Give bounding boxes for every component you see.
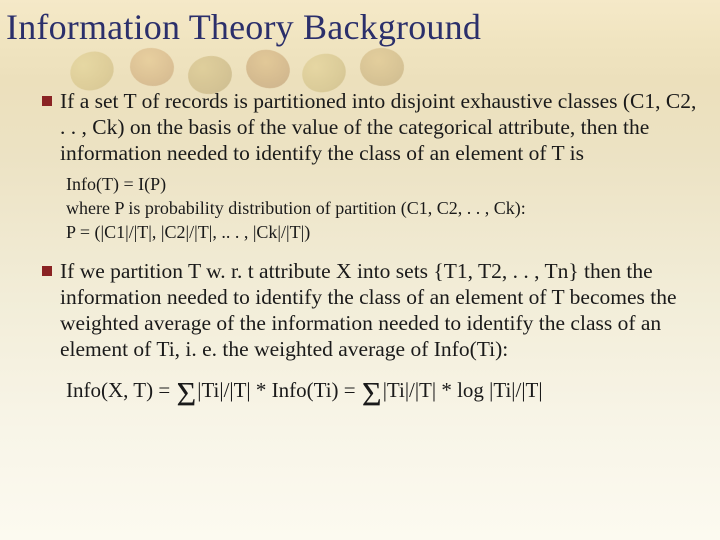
bullet-square-icon: [42, 96, 52, 106]
bullet-text: If a set T of records is partitioned int…: [60, 88, 698, 167]
formula-mid1: |Ti|/|T| * Info(Ti) =: [197, 378, 361, 402]
slide-title: Information Theory Background: [6, 6, 481, 48]
leaf-deco-icon: [358, 45, 407, 89]
formula-lhs: Info(X, T) =: [66, 378, 175, 402]
sigma-icon: Σ: [175, 385, 197, 405]
sub-line: where P is probability distribution of p…: [66, 197, 698, 220]
sub-line: P = (|C1|/|T|, |C2|/|T|, .. . , |Ck|/|T|…: [66, 221, 698, 244]
sigma-icon: Σ: [361, 385, 383, 405]
leaf-deco-icon: [127, 44, 178, 90]
leaf-deco-icon: [241, 44, 295, 95]
bullet-square-icon: [42, 266, 52, 276]
bullet-item: If we partition T w. r. t attribute X in…: [42, 258, 698, 363]
bullet-item: If a set T of records is partitioned int…: [42, 88, 698, 244]
slide-body: If a set T of records is partitioned int…: [42, 88, 698, 403]
formula-mid2: |Ti|/|T| * log |Ti|/|T|: [383, 378, 543, 402]
bullet-text: If we partition T w. r. t attribute X in…: [60, 258, 698, 363]
bullet-sub: Info(T) = I(P) where P is probability di…: [66, 173, 698, 244]
sub-line: Info(T) = I(P): [66, 173, 698, 196]
formula-line: Info(X, T) = Σ|Ti|/|T| * Info(Ti) = Σ|Ti…: [66, 377, 698, 403]
